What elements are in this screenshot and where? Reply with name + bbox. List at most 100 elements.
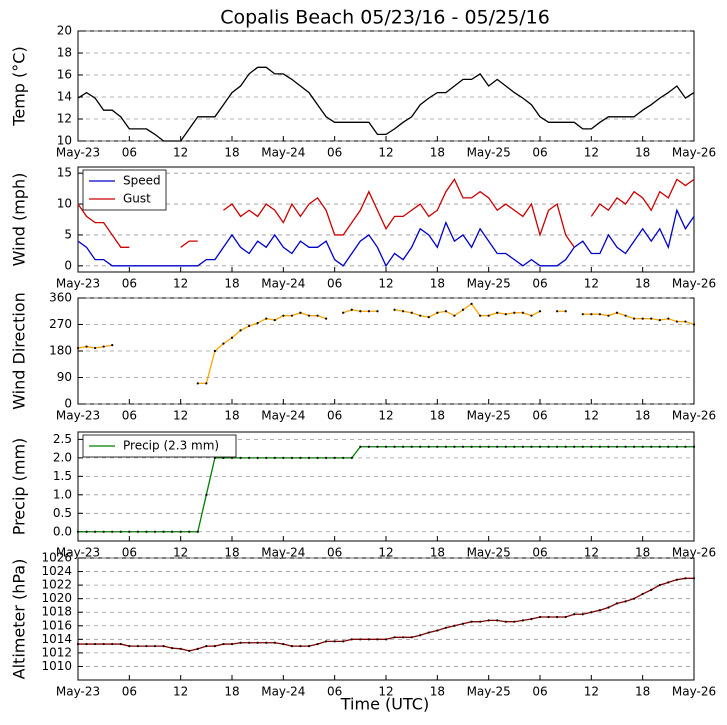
y-tick-label: 0	[64, 258, 72, 272]
data-point	[153, 645, 157, 648]
data-point	[419, 634, 422, 637]
data-point	[128, 530, 131, 533]
data-point	[145, 530, 148, 533]
data-point	[496, 619, 499, 622]
data-point	[282, 456, 285, 459]
x-tick-label: 12	[378, 146, 393, 160]
y-tick-label: 1016	[41, 618, 72, 632]
data-point	[453, 314, 456, 317]
x-tick-label: 18	[635, 546, 650, 560]
data-point	[590, 313, 593, 316]
data-point	[188, 649, 191, 652]
data-point	[265, 641, 268, 644]
data-point	[444, 310, 447, 313]
data-point	[85, 642, 88, 646]
data-point	[85, 345, 88, 348]
data-point	[513, 311, 516, 314]
x-tick-label: May-24	[261, 277, 305, 291]
data-point	[410, 636, 413, 639]
data-point	[684, 577, 687, 580]
data-point	[521, 445, 524, 448]
x-tick-label: 06	[532, 409, 547, 423]
x-tick-label: 06	[327, 277, 342, 291]
data-point	[538, 445, 542, 448]
data-point	[342, 640, 345, 643]
data-point	[521, 619, 524, 622]
data-point	[615, 602, 619, 605]
data-point	[461, 445, 465, 448]
data-point	[384, 445, 388, 448]
data-point	[256, 641, 259, 644]
data-point	[581, 613, 584, 616]
data-point	[316, 642, 319, 646]
data-point	[504, 313, 507, 316]
x-tick-label: May-26	[672, 685, 716, 699]
x-tick-label: May-23	[56, 277, 100, 291]
data-point	[504, 620, 507, 623]
data-point	[427, 316, 430, 319]
x-tick-label: May-25	[467, 277, 511, 291]
y-tick-label: 1010	[41, 659, 72, 673]
data-point	[350, 456, 353, 459]
data-point	[290, 645, 293, 648]
y-tick-label: 1012	[41, 645, 72, 659]
x-tick-label: 06	[327, 546, 342, 560]
data-point	[111, 344, 114, 347]
data-point	[479, 620, 482, 623]
data-point	[290, 456, 293, 459]
data-point	[171, 530, 174, 533]
data-point	[402, 445, 405, 448]
series-line	[78, 446, 694, 533]
data-point	[273, 641, 276, 644]
data-point	[350, 308, 353, 311]
legend-label: Gust	[123, 192, 151, 206]
data-point	[419, 314, 422, 317]
data-point	[316, 456, 319, 459]
data-point	[239, 329, 242, 332]
x-tick-label: May-25	[467, 146, 511, 160]
plot-frame	[77, 166, 695, 273]
data-point	[615, 311, 619, 314]
data-point	[607, 314, 610, 317]
x-tick-label: 12	[173, 277, 188, 291]
x-tick-label: May-25	[467, 546, 511, 560]
data-point	[205, 382, 208, 385]
data-point	[547, 445, 550, 448]
data-point	[564, 615, 567, 619]
data-point	[307, 645, 311, 648]
y-tick-label: 20	[57, 24, 72, 38]
x-tick-label: 06	[122, 546, 137, 560]
data-point	[675, 445, 678, 448]
x-tick-label: May-23	[56, 685, 100, 699]
data-point	[290, 314, 293, 317]
data-point	[393, 445, 396, 448]
data-point	[162, 645, 165, 648]
x-tick-label: 12	[378, 409, 393, 423]
data-point	[307, 456, 311, 459]
y-tick-label: 1024	[41, 564, 72, 578]
y-axis-label: Altimeter (hPa)	[10, 559, 29, 680]
data-point	[213, 349, 216, 353]
x-tick-label: 18	[430, 409, 445, 423]
data-point	[667, 581, 670, 584]
data-point	[128, 645, 131, 648]
x-tick-label: 18	[430, 277, 445, 291]
data-point	[573, 445, 576, 448]
x-tick-label: 06	[327, 146, 342, 160]
x-tick-label: May-23	[56, 146, 100, 160]
data-point	[667, 445, 670, 448]
x-tick-label: May-24	[261, 409, 305, 423]
data-point	[230, 642, 234, 646]
y-tick-label: 1.5	[53, 469, 72, 483]
data-point	[256, 456, 259, 459]
data-point	[615, 445, 619, 448]
data-point	[436, 445, 439, 448]
y-tick-label: 1020	[41, 591, 72, 605]
y-axis-label: Wind (mph)	[10, 173, 29, 267]
data-point	[675, 578, 678, 581]
plot-frame	[77, 557, 695, 681]
data-point	[248, 641, 251, 644]
series-line	[77, 208, 695, 268]
data-point	[513, 445, 516, 448]
data-point	[641, 592, 644, 596]
